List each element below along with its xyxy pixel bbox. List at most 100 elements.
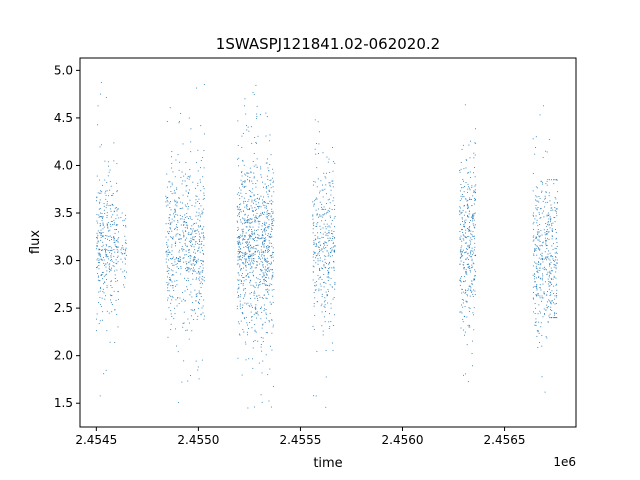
data-point xyxy=(329,261,331,263)
data-point xyxy=(109,269,111,271)
data-point xyxy=(544,198,546,200)
data-point xyxy=(267,270,268,272)
data-point xyxy=(542,257,544,259)
data-point xyxy=(265,284,267,286)
data-point xyxy=(554,217,556,219)
data-point xyxy=(241,268,242,270)
data-point xyxy=(250,222,252,224)
data-point xyxy=(239,279,241,281)
data-point xyxy=(192,273,193,275)
data-point xyxy=(271,245,273,247)
data-point xyxy=(471,352,473,354)
data-point xyxy=(202,260,204,262)
data-point xyxy=(167,287,169,289)
data-point xyxy=(98,302,100,304)
data-point xyxy=(264,308,265,310)
data-point xyxy=(553,293,555,294)
data-point xyxy=(314,181,316,183)
data-point xyxy=(249,255,251,257)
data-point xyxy=(329,207,331,209)
data-point xyxy=(203,188,205,190)
data-point xyxy=(244,180,246,182)
data-point xyxy=(273,260,274,262)
data-point xyxy=(268,400,270,402)
data-point xyxy=(551,290,553,292)
data-point xyxy=(117,241,119,243)
data-point xyxy=(254,247,256,249)
x-axis-offset-label: 1e6 xyxy=(553,455,576,469)
data-point xyxy=(190,241,191,243)
data-point xyxy=(181,245,183,247)
data-point xyxy=(174,212,176,213)
data-point xyxy=(463,374,464,376)
data-point xyxy=(253,194,255,196)
data-point xyxy=(260,344,262,345)
data-point xyxy=(260,307,262,309)
data-point xyxy=(108,165,109,167)
data-point xyxy=(177,259,179,261)
data-point xyxy=(256,116,258,117)
data-point xyxy=(240,258,242,260)
data-point xyxy=(96,214,98,216)
data-point xyxy=(332,170,334,172)
data-point xyxy=(240,203,242,205)
data-point xyxy=(245,316,247,318)
data-point xyxy=(103,248,105,250)
data-point xyxy=(324,306,326,308)
data-point xyxy=(97,192,99,194)
data-point xyxy=(122,247,124,249)
data-point xyxy=(330,321,332,323)
data-point xyxy=(535,250,537,252)
data-point xyxy=(236,205,238,207)
data-point xyxy=(99,320,101,322)
data-point xyxy=(106,279,107,281)
chart-title: 1SWASPJ121841.02-062020.2 xyxy=(216,35,440,53)
data-point xyxy=(184,227,186,229)
data-point xyxy=(166,276,168,278)
data-point xyxy=(257,251,259,253)
data-point xyxy=(544,206,545,208)
data-point xyxy=(248,229,250,231)
data-point xyxy=(471,291,473,293)
data-point xyxy=(245,241,247,243)
data-point xyxy=(166,255,168,257)
data-point xyxy=(106,235,108,237)
data-point xyxy=(262,337,264,339)
data-point xyxy=(461,194,463,195)
data-point xyxy=(193,269,195,271)
data-point xyxy=(188,261,190,263)
data-point xyxy=(537,294,539,296)
data-point xyxy=(460,184,462,185)
data-point xyxy=(242,284,244,286)
data-point xyxy=(110,260,112,262)
data-point xyxy=(321,303,323,305)
data-point xyxy=(540,230,542,232)
data-point xyxy=(459,231,461,232)
data-point xyxy=(324,176,326,178)
data-point xyxy=(109,189,111,191)
data-point xyxy=(460,212,462,214)
data-point xyxy=(178,268,179,269)
data-point xyxy=(97,124,99,126)
data-point xyxy=(271,203,273,205)
data-point xyxy=(262,250,264,252)
data-point xyxy=(263,196,265,198)
data-point xyxy=(467,252,469,254)
data-point xyxy=(255,277,257,279)
data-point xyxy=(111,203,113,205)
data-point xyxy=(177,221,179,223)
data-point xyxy=(267,213,269,214)
data-point xyxy=(109,208,111,210)
data-point xyxy=(272,181,274,183)
data-point xyxy=(545,240,546,242)
data-point xyxy=(246,205,248,206)
data-point xyxy=(320,249,322,251)
data-point xyxy=(326,233,328,235)
data-point xyxy=(264,321,266,323)
data-point xyxy=(541,234,543,236)
data-point xyxy=(179,238,181,240)
data-point xyxy=(539,236,541,238)
data-point xyxy=(552,278,554,280)
data-point xyxy=(245,261,247,263)
data-point xyxy=(332,298,334,300)
